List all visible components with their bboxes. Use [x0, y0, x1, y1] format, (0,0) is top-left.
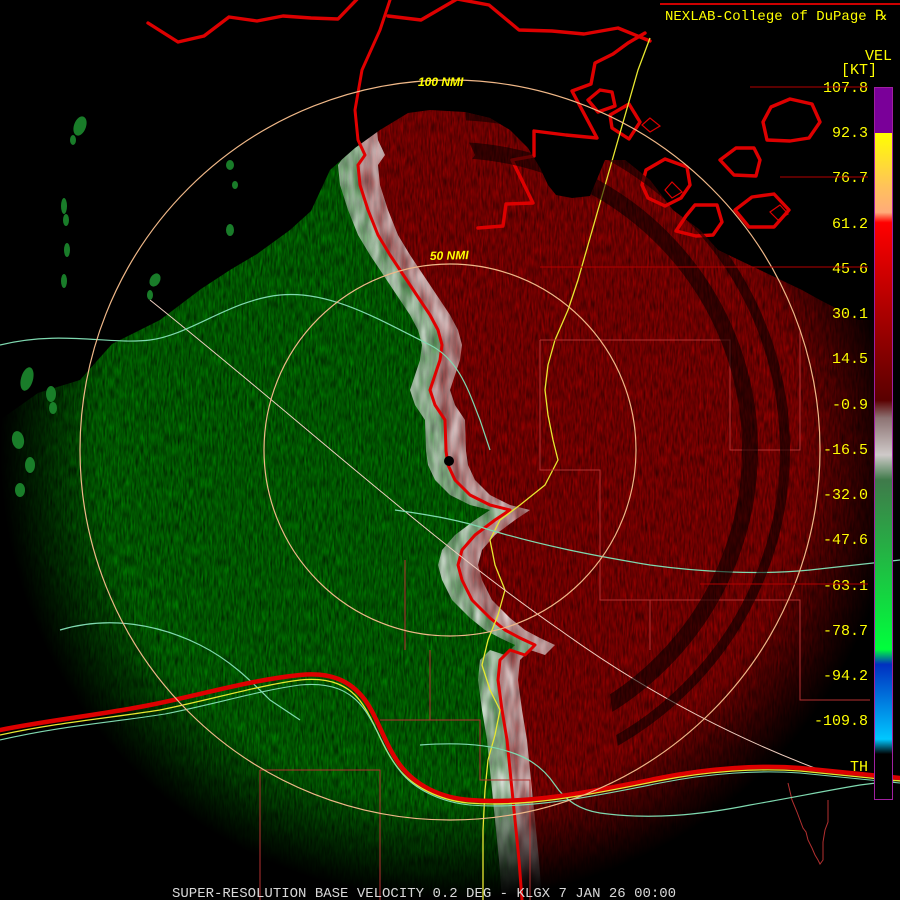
- svg-text:-78.7: -78.7: [823, 623, 868, 640]
- svg-text:-16.5: -16.5: [823, 442, 868, 459]
- svg-text:TH: TH: [850, 759, 868, 776]
- svg-text:-109.8: -109.8: [814, 713, 868, 730]
- svg-text:100 NMI: 100 NMI: [418, 75, 464, 89]
- svg-text:-94.2: -94.2: [823, 668, 868, 685]
- svg-text:14.5: 14.5: [832, 351, 868, 368]
- svg-text:45.6: 45.6: [832, 261, 868, 278]
- svg-text:50 NMI: 50 NMI: [430, 248, 470, 263]
- svg-text:76.7: 76.7: [832, 170, 868, 187]
- svg-text:NEXLAB-College of DuPage ℞: NEXLAB-College of DuPage ℞: [665, 9, 888, 25]
- svg-text:107.8: 107.8: [823, 80, 868, 97]
- svg-text:VEL: VEL: [865, 48, 892, 65]
- svg-text:SUPER-RESOLUTION BASE VELOCITY: SUPER-RESOLUTION BASE VELOCITY 0.2 DEG -…: [172, 886, 676, 900]
- svg-text:-0.9: -0.9: [832, 397, 868, 414]
- svg-text:-63.1: -63.1: [823, 578, 868, 595]
- svg-text:-32.0: -32.0: [823, 487, 868, 504]
- svg-text:30.1: 30.1: [832, 306, 868, 323]
- svg-text:61.2: 61.2: [832, 216, 868, 233]
- svg-text:92.3: 92.3: [832, 125, 868, 142]
- svg-text:-47.6: -47.6: [823, 532, 868, 549]
